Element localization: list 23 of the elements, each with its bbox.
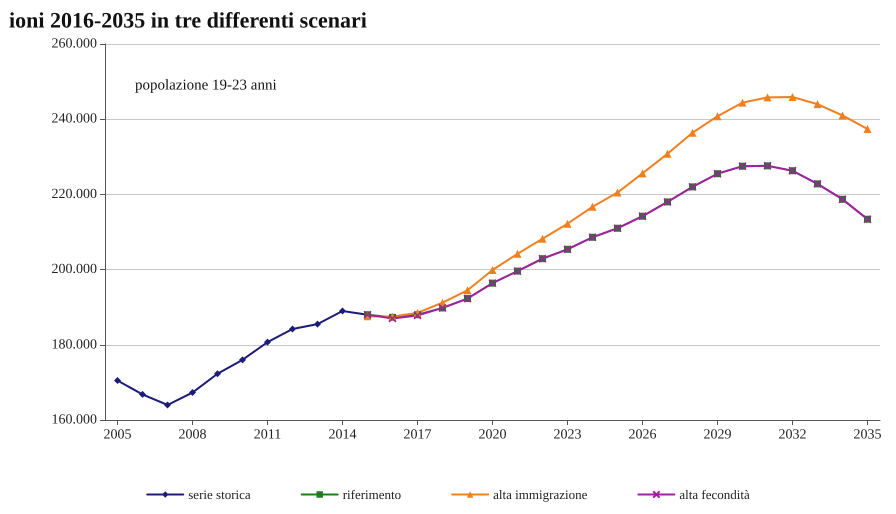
- x-tick-label: 2011: [254, 428, 282, 442]
- x-tick-label: 2029: [704, 428, 732, 442]
- x-tick-label: 2020: [478, 428, 506, 442]
- x-tick-label: 2005: [104, 428, 132, 442]
- legend-label: riferimento: [342, 487, 402, 502]
- x-tick-label: 2035: [854, 428, 882, 442]
- y-tick-label: 180.000: [52, 337, 97, 352]
- x-tick-label: 2014: [328, 428, 356, 442]
- chart-title: ioni 2016-2035 in tre differenti scenari: [9, 8, 367, 32]
- y-tick-label: 260.000: [52, 36, 97, 52]
- y-tick-label: 160.000: [52, 412, 97, 428]
- x-tick-label: 2017: [404, 428, 432, 442]
- x-tick-label: 2032: [778, 428, 806, 442]
- y-tick-label: 240.000: [52, 112, 97, 127]
- x-tick-label: 2008: [178, 428, 206, 442]
- legend-label: serie storica: [188, 487, 251, 502]
- legend-label: alta immigrazione: [493, 487, 588, 502]
- annotation: popolazione 19-23 anni: [135, 78, 277, 94]
- legend-label: alta fecondità: [679, 487, 750, 502]
- x-tick-label: 2026: [628, 428, 656, 442]
- y-tick-label: 200.000: [52, 262, 97, 278]
- y-tick-label: 220.000: [52, 186, 97, 202]
- x-tick-label: 2023: [554, 428, 582, 442]
